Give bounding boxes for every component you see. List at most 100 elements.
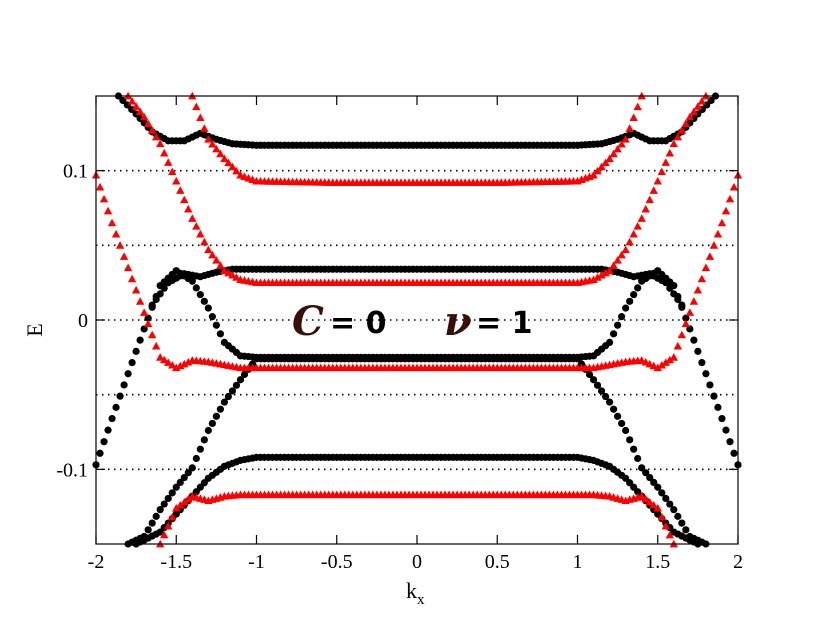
series-0-band-3-point-130 [646, 473, 654, 482]
series-1-band-0-point-137 [673, 132, 683, 141]
series-0-band-2-point-28 [204, 304, 212, 312]
series-1-band-3-point-100 [589, 170, 598, 179]
series-0-band-2-point-152 [702, 370, 710, 378]
series-1-band-0-point-133 [657, 167, 666, 176]
series-1-band-1-point-145 [673, 341, 683, 350]
series-1-band-0-point-118 [597, 271, 606, 279]
series-1-band-2-point-7 [184, 495, 193, 503]
series-0-band-3-point-125 [626, 436, 634, 444]
series-0-band-3-point-9 [160, 500, 168, 508]
series-1-band-3-point-109 [625, 124, 634, 132]
series-1-band-0-point-129 [641, 204, 650, 213]
series-1-band-0-point-27 [232, 273, 241, 281]
series-1-band-3-point-110 [629, 113, 638, 122]
series-1-band-0-point-5 [143, 119, 153, 127]
x-tick-label-5: 0.5 [485, 551, 510, 573]
series-1-band-3-point-2 [196, 113, 205, 122]
series-0-band-2-point-157 [722, 426, 730, 434]
series-0-band-2-point-10 [132, 347, 140, 355]
series-1-band-1-point-13 [143, 319, 153, 328]
series-1-band-1-point-154 [709, 241, 719, 249]
series-0-band-3-point-15 [184, 469, 192, 477]
y-tick-label-2: 0.1 [63, 161, 88, 183]
series-1-band-0-point-12 [172, 176, 181, 185]
series-1-band-0-point-25 [224, 268, 233, 277]
series-1-band-2-point-121 [641, 495, 650, 503]
series-0-band-2-point-133 [626, 297, 634, 305]
series-1-band-1-point-1 [95, 182, 105, 191]
series-0-band-3-point-135 [666, 500, 674, 508]
series-0-band-2-point-27 [200, 297, 208, 305]
series-1-band-3-point-111 [633, 102, 642, 111]
y-axis-label: E [22, 323, 47, 336]
series-1-band-0-point-21 [208, 250, 217, 259]
series-0-band-2-point-153 [706, 381, 714, 389]
chern-number-symbol: C [292, 298, 324, 345]
series-0-band-3-point-13 [176, 478, 184, 486]
series-0-band-3-point-25 [224, 392, 233, 401]
series-0-band-2-point-12 [140, 325, 148, 333]
series-0-band-3-point-118 [597, 387, 606, 395]
series-1-band-0-point-122 [613, 256, 622, 264]
series-1-band-0-point-119 [601, 268, 610, 277]
x-tick-label-6: 1 [573, 551, 583, 573]
series-0-band-3-point-133 [658, 489, 666, 497]
series-1-band-0-point-6 [147, 126, 157, 134]
series-0-band-3-point-14 [180, 473, 188, 482]
series-1-band-0-point-18 [196, 229, 205, 238]
series-1-band-3-point-9 [224, 158, 233, 167]
series-0-band-2-point-11 [136, 336, 144, 344]
series-0-band-2-point-31 [216, 330, 224, 338]
series-0-band-3-point-10 [164, 494, 172, 503]
y-tick-label-1: 0 [78, 310, 88, 332]
series-1-band-3-point-10 [228, 162, 237, 171]
series-1-band-0-point-17 [192, 222, 201, 230]
series-1-band-0-point-121 [609, 261, 618, 269]
series-1-band-2-point-6 [180, 497, 189, 506]
series-0-band-2-point-8 [124, 370, 132, 378]
series-1-band-0-point-14 [180, 195, 189, 204]
series-1-band-0-point-131 [649, 186, 658, 194]
series-1-band-0-point-20 [204, 245, 213, 254]
series-1-band-2-point-123 [649, 500, 658, 509]
series-1-band-0-point-7 [151, 132, 161, 141]
series-0 [92, 92, 742, 548]
series-1-band-1-point-157 [721, 206, 731, 215]
series-1-band-1-point-156 [717, 218, 727, 227]
series-1-band-1-point-142 [661, 358, 670, 366]
series-1-band-2-point-3 [168, 512, 177, 521]
series-0-band-3-point-23 [216, 405, 224, 413]
nu-symbol: ν [444, 298, 472, 345]
series-1-band-0-point-16 [188, 214, 197, 222]
series-1-band-2-point-2 [164, 521, 173, 530]
series-0-band-3-point-134 [662, 494, 670, 503]
x-tick-label-4: 0 [412, 551, 422, 573]
series-1-band-2-point-5 [176, 500, 185, 509]
series-1-band-3-point-105 [609, 149, 618, 158]
series-1-band-0-point-125 [625, 237, 634, 246]
series-1-band-1-point-158 [725, 194, 735, 203]
series-1-band-1-point-144 [669, 353, 678, 361]
x-tick-label-8: 2 [733, 551, 743, 573]
series-1-band-3-point-7 [216, 149, 225, 158]
series-1-band-2-point-1 [160, 530, 169, 539]
series-0-band-3-point-132 [654, 483, 662, 491]
series-1-band-1-point-16 [156, 353, 165, 361]
series-0-band-2-point-156 [718, 414, 726, 423]
series-1-band-1-point-150 [693, 285, 703, 294]
series-1 [91, 91, 743, 548]
series-1-band-2-point-124 [653, 503, 662, 512]
series-0-band-3-point-137 [674, 512, 682, 520]
series-1-band-1-point-141 [657, 360, 666, 369]
series-1-band-1-point-147 [681, 319, 691, 328]
series-0-band-3-point-27 [232, 381, 241, 389]
series-0-band-2-point-29 [208, 313, 216, 321]
series-1-band-1-point-9 [127, 274, 137, 283]
series-1-band-0-point-136 [669, 139, 678, 148]
series-1-band-1-point-11 [135, 297, 145, 305]
x-tick-label-3: -0.5 [321, 551, 353, 573]
series-1-band-3-point-108 [621, 135, 630, 143]
series-1-band-1-point-159 [729, 182, 739, 191]
series-1-band-2-point-120 [637, 492, 646, 500]
